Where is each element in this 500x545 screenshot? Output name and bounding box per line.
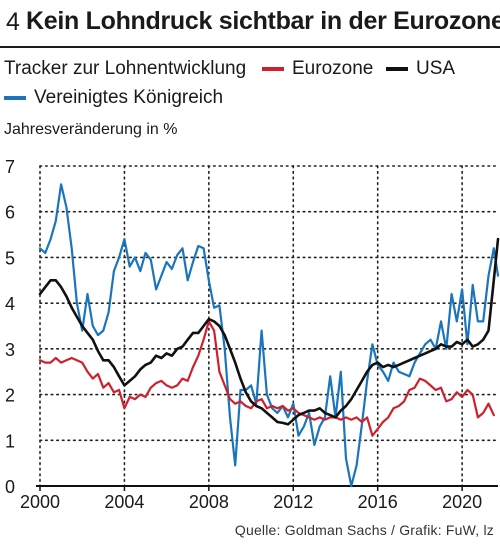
x-tick-label: 2004 xyxy=(104,492,144,512)
legend-label-uk: Vereinigtes Königreich xyxy=(34,87,224,108)
legend-swatch-uk xyxy=(4,96,26,100)
series-line-usa xyxy=(38,237,500,426)
legend-item-eurozone: Eurozone xyxy=(262,58,373,80)
chart-subtitle: Tracker zur Lohnentwicklung xyxy=(4,58,247,79)
chart-title: Kein Lohndruck sichtbar in der Eurozone xyxy=(26,7,500,35)
y-axis-label: Jahresveränderung in % xyxy=(4,121,178,138)
y-tick-label: 2 xyxy=(5,386,15,406)
y-tick-label: 0 xyxy=(5,477,15,497)
legend-item-uk: Vereinigtes Königreich xyxy=(4,87,223,109)
y-tick-label: 1 xyxy=(5,431,15,451)
legend-label-usa: USA xyxy=(416,58,456,79)
title-rule xyxy=(0,46,500,48)
series-line-eurozone xyxy=(38,320,495,437)
legend-swatch-usa xyxy=(386,67,408,71)
x-tick-label: 2012 xyxy=(273,492,313,512)
y-tick-label: 3 xyxy=(5,340,15,360)
y-tick-label: 4 xyxy=(5,294,15,314)
legend-item-usa: USA xyxy=(386,58,455,80)
legend-swatch-eurozone xyxy=(262,67,284,71)
legend-label-eurozone: Eurozone xyxy=(292,58,374,79)
y-tick-label: 5 xyxy=(5,248,15,268)
y-tick-label: 6 xyxy=(5,203,15,223)
source-note: Quelle: Goldman Sachs / Grafik: FuW, lz xyxy=(234,522,494,538)
x-tick-label: 2020 xyxy=(442,492,482,512)
y-tick-label: 7 xyxy=(5,157,15,177)
x-tick-label: 2016 xyxy=(358,492,398,512)
x-tick-label: 2008 xyxy=(189,492,229,512)
x-tick-label: 2000 xyxy=(20,492,60,512)
figure-number: 4 xyxy=(6,8,20,36)
series-line-vereinigtes-k-nigreich xyxy=(38,183,500,488)
chart-header: 4 Kein Lohndruck sichtbar in der Eurozon… xyxy=(0,0,500,48)
